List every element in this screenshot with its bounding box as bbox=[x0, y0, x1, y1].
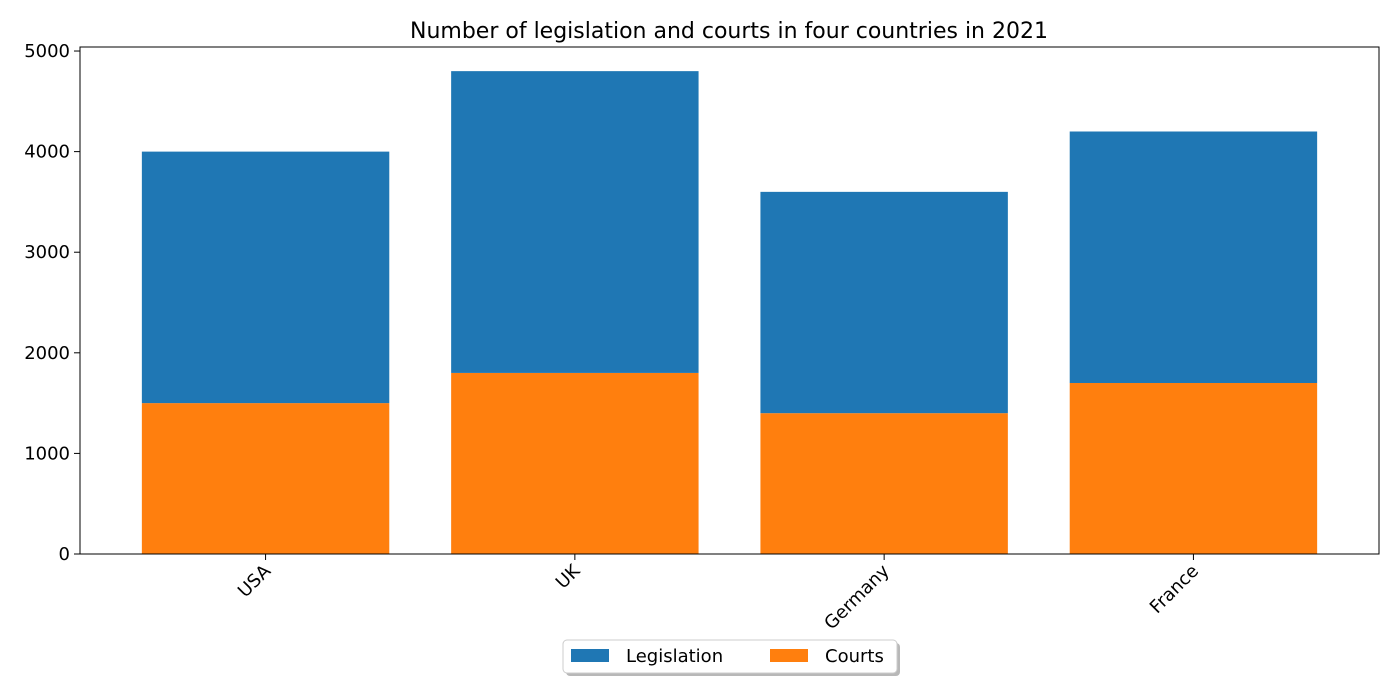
legend-swatch-courts bbox=[770, 649, 808, 662]
legend-label-courts: Courts bbox=[825, 646, 884, 667]
legend-swatch-legislation bbox=[571, 649, 609, 662]
bars-group bbox=[141, 71, 1318, 554]
legend-box bbox=[562, 639, 898, 674]
y-tick-label: 5000 bbox=[24, 41, 70, 62]
legend: Legislation Courts bbox=[562, 639, 900, 676]
y-tick-label: 3000 bbox=[24, 242, 70, 263]
x-tick-label: UK bbox=[552, 560, 585, 593]
bar-courts-france bbox=[1069, 382, 1318, 554]
y-tick-label: 2000 bbox=[24, 343, 70, 364]
bar-legislation-uk bbox=[451, 71, 699, 373]
x-tick-label: USA bbox=[234, 560, 276, 602]
bar-courts-germany bbox=[760, 413, 1008, 554]
plot-frame bbox=[79, 46, 1380, 555]
x-axis: USA UK Germany France bbox=[234, 554, 1203, 634]
bar-legislation-germany bbox=[760, 191, 1008, 414]
y-tick-label: 0 bbox=[59, 544, 70, 565]
chart-title: Number of legislation and courts in four… bbox=[410, 19, 1048, 44]
bar-legislation-usa bbox=[141, 151, 390, 404]
y-axis: 0 1000 2000 3000 4000 5000 bbox=[24, 41, 80, 565]
x-tick-label: Germany bbox=[820, 560, 894, 634]
bar-legislation-france bbox=[1069, 131, 1318, 383]
y-tick-label: 1000 bbox=[24, 443, 70, 464]
y-tick-label: 4000 bbox=[24, 142, 70, 163]
x-tick-label: France bbox=[1146, 561, 1203, 618]
bar-courts-uk bbox=[451, 372, 699, 554]
bar-courts-usa bbox=[141, 403, 390, 554]
legend-label-legislation: Legislation bbox=[626, 646, 723, 667]
